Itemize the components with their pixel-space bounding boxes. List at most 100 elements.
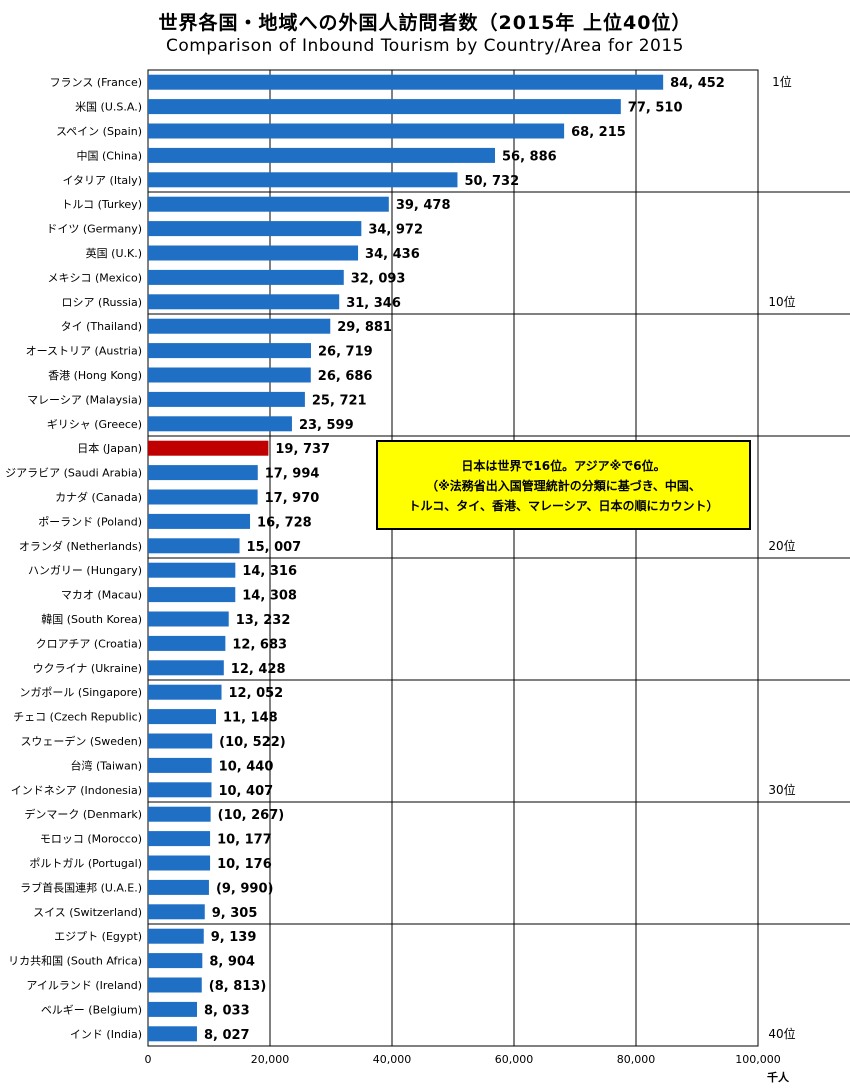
category-label: 日本 (Japan) [77, 441, 142, 455]
rank-label: 10位 [768, 294, 795, 309]
bar [148, 221, 362, 237]
bar [148, 367, 311, 383]
x-tick-label: 0 [145, 1053, 152, 1066]
category-label: カナダ (Canada) [55, 490, 142, 504]
value-label: (8, 813) [209, 979, 267, 994]
value-label: 26, 719 [318, 345, 373, 360]
category-label: ラブ首長国連邦 (U.A.E.) [20, 880, 142, 894]
category-label: トルコ (Turkey) [61, 198, 142, 211]
chart-title: 世界各国・地域への外国人訪問者数（2015年 上位40位） [158, 12, 692, 34]
bar [148, 782, 212, 798]
value-label: 9, 305 [212, 906, 258, 921]
category-label: フランス (France) [50, 76, 142, 89]
category-label: クロアチア (Croatia) [36, 637, 142, 650]
bar [148, 147, 496, 163]
bar [148, 294, 340, 310]
x-unit-label: 千人 [767, 1070, 790, 1084]
x-tick-label: 20,000 [251, 1053, 290, 1066]
value-label: 23, 599 [299, 418, 354, 433]
category-label: スウェーデン (Sweden) [20, 734, 142, 748]
value-label: 13, 232 [236, 613, 291, 628]
chart-subtitle: Comparison of Inbound Tourism by Country… [166, 36, 684, 56]
value-label: 10, 177 [217, 833, 272, 848]
value-label: 17, 970 [265, 491, 320, 506]
bar [148, 318, 331, 334]
rank-label: 40位 [768, 1026, 795, 1041]
value-label: 68, 215 [571, 125, 626, 140]
value-label: 15, 007 [247, 540, 302, 555]
bar [148, 269, 344, 285]
category-label: ドイツ (Germany) [46, 223, 142, 236]
bar [148, 928, 204, 944]
x-tick-label: 40,000 [373, 1053, 412, 1066]
value-label: 8, 904 [209, 955, 255, 970]
category-label: デンマーク (Denmark) [24, 807, 142, 821]
annotation-line: 日本は世界で16位。アジア※で6位。 [461, 459, 666, 473]
value-label: 26, 686 [318, 369, 373, 384]
category-label: インド (India) [70, 1028, 142, 1041]
category-label: ロシア (Russia) [62, 296, 142, 309]
category-label: アイルランド (Ireland) [26, 979, 142, 992]
category-label: ンガポール (Singapore) [19, 686, 142, 699]
value-label: 39, 478 [396, 198, 451, 213]
category-label: スペイン (Spain) [56, 125, 142, 138]
x-tick-label: 60,000 [495, 1053, 534, 1066]
bar [148, 733, 213, 749]
bar [148, 391, 305, 407]
category-label: オーストリア (Austria) [26, 345, 142, 358]
value-label: 17, 994 [265, 467, 320, 482]
bar [148, 172, 458, 188]
bar [148, 611, 229, 627]
category-label: エジプト (Egypt) [54, 930, 142, 943]
bar [148, 1001, 198, 1017]
bar [148, 806, 211, 822]
value-label: 12, 052 [229, 686, 284, 701]
category-label: 米国 (U.S.A.) [75, 101, 142, 114]
bar [148, 74, 664, 90]
category-label: ジアラビア (Saudi Arabia) [5, 467, 142, 480]
rank-label: 20位 [768, 538, 795, 553]
annotation-line: トルコ、タイ、香港、マレーシア、日本の順にカウント） [408, 499, 719, 513]
value-label: (10, 267) [218, 808, 285, 823]
value-label: 77, 510 [628, 101, 683, 116]
value-label: 10, 440 [219, 759, 274, 774]
bar [148, 709, 217, 725]
x-tick-label: 100,000 [735, 1053, 781, 1066]
bar [148, 587, 236, 603]
category-label: ウクライナ (Ukraine) [33, 662, 142, 675]
value-label: 10, 407 [218, 784, 273, 799]
category-label: イタリア (Italy) [62, 174, 142, 187]
bar [148, 879, 209, 895]
category-label: モロッコ (Morocco) [40, 833, 142, 846]
bar [148, 196, 389, 212]
category-label: リカ共和国 (South Africa) [8, 955, 142, 968]
value-label: 32, 093 [351, 271, 406, 286]
category-label: ポルトガル (Portugal) [29, 857, 142, 870]
value-label: 8, 027 [204, 1028, 250, 1043]
category-label: 英国 (U.K.) [86, 246, 142, 260]
value-label: 19, 737 [275, 442, 330, 457]
value-label: 12, 428 [231, 662, 286, 677]
value-label: 14, 316 [242, 564, 297, 579]
bar [148, 904, 205, 920]
rank-label: 30位 [768, 782, 795, 797]
value-label: 34, 436 [365, 247, 420, 262]
category-label: マカオ (Macau) [61, 589, 142, 602]
bar [148, 757, 212, 773]
category-label: オランダ (Netherlands) [19, 539, 142, 553]
bar [148, 489, 258, 505]
value-label: (10, 522) [219, 735, 286, 750]
category-label: マレーシア (Malaysia) [27, 393, 142, 406]
bar [148, 855, 211, 871]
bar [148, 684, 222, 700]
category-label: ベルギー (Belgium) [41, 1003, 142, 1016]
value-label: 50, 732 [464, 174, 519, 189]
bar [148, 99, 621, 115]
value-label: (9, 990) [216, 881, 274, 896]
category-label: スイス (Switzerland) [33, 906, 142, 919]
value-label: 14, 308 [242, 589, 297, 604]
bar [148, 245, 359, 261]
bar [148, 123, 565, 139]
category-label: メキシコ (Mexico) [48, 271, 143, 284]
